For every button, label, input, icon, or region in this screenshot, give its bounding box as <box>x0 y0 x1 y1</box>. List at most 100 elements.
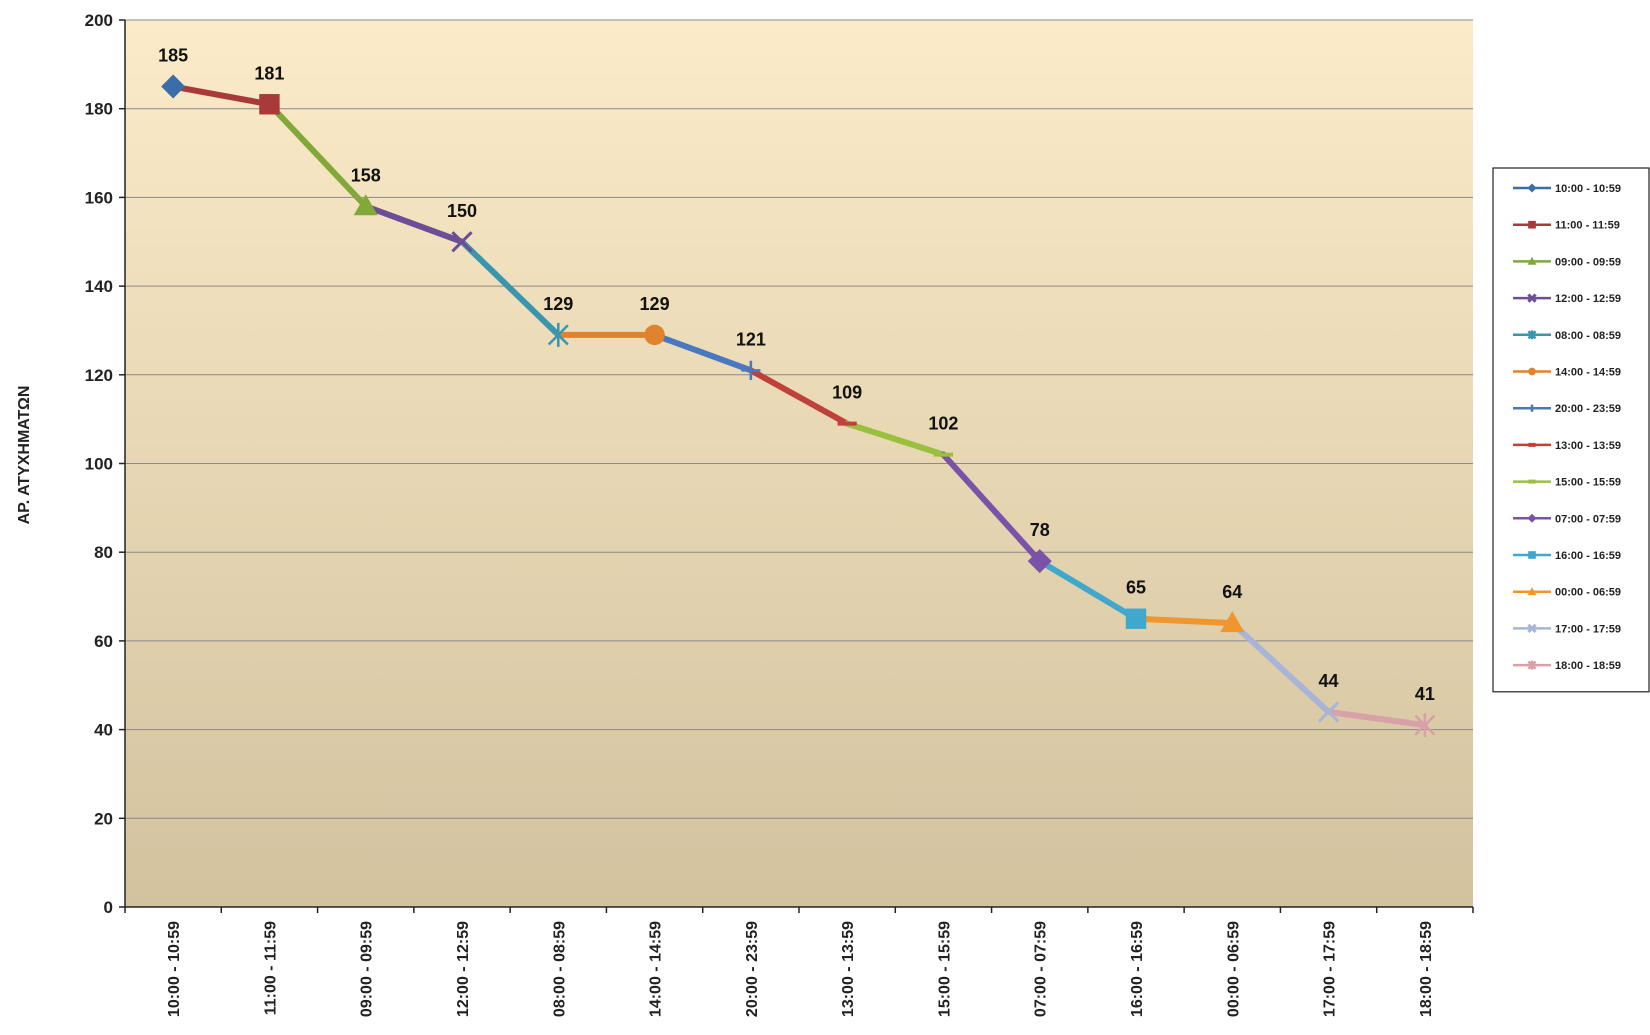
legend-item: 08:00 - 08:59 <box>1513 330 1621 342</box>
y-tick-labels: 0 20 40 60 80 100 120 140 160 180 200 <box>85 11 113 917</box>
data-point <box>353 194 378 216</box>
axes <box>119 19 1474 913</box>
legend-label: 00:00 - 06:59 <box>1555 587 1621 599</box>
line-segment <box>747 367 851 427</box>
data-label: 109 <box>832 383 862 403</box>
legend-item: 09:00 - 09:59 <box>1513 256 1621 268</box>
data-label: 129 <box>640 294 670 314</box>
legend-item: 12:00 - 12:59 <box>1513 293 1621 305</box>
line-segment <box>1036 558 1139 622</box>
x-tick-label: 10:00 - 10:59 <box>166 921 183 1017</box>
y-tick-label: 100 <box>85 455 113 474</box>
data-label: 121 <box>736 329 766 349</box>
data-label: 44 <box>1319 671 1339 691</box>
x-tick-label: 18:00 - 18:59 <box>1418 921 1435 1017</box>
x-tick-label: 20:00 - 23:59 <box>744 921 761 1017</box>
legend-label: 12:00 - 12:59 <box>1555 293 1621 305</box>
y-tick-label: 60 <box>94 632 113 651</box>
legend-item: 20:00 - 23:59 <box>1513 403 1621 415</box>
data-point <box>161 74 186 99</box>
data-point <box>1414 713 1436 738</box>
x-tick-label: 13:00 - 13:59 <box>840 921 857 1017</box>
legend-item: 00:00 - 06:59 <box>1513 587 1621 599</box>
legend-label: 08:00 - 08:59 <box>1555 330 1621 342</box>
data-point <box>451 231 473 253</box>
data-point <box>259 94 280 115</box>
y-tick-label: 180 <box>85 100 113 119</box>
data-label: 129 <box>543 294 573 314</box>
data-label: 181 <box>254 63 284 83</box>
data-label: 64 <box>1222 582 1242 602</box>
series-markers <box>161 74 1436 738</box>
line-segment <box>1133 615 1236 627</box>
y-tick-label: 20 <box>94 809 113 828</box>
legend-label: 13:00 - 13:59 <box>1555 440 1621 452</box>
y-axis-title: ΑΡ. ΑΤΥΧΗΜΑΤΩΝ <box>16 386 33 525</box>
legend-swatch-marker <box>1528 220 1536 229</box>
line-segment <box>459 238 562 338</box>
legend-item: 16:00 - 16:59 <box>1513 550 1621 562</box>
legend-swatch-marker <box>1527 623 1537 634</box>
y-tick-label: 200 <box>85 11 113 30</box>
legend-item: 18:00 - 18:59 <box>1513 660 1621 672</box>
data-point <box>1125 608 1147 629</box>
x-tick-label: 14:00 - 14:59 <box>648 921 665 1017</box>
y-tick-label: 40 <box>94 721 113 740</box>
y-tick-label: 120 <box>85 366 113 385</box>
data-label: 78 <box>1030 520 1050 540</box>
legend-label: 14:00 - 14:59 <box>1555 367 1621 379</box>
legend-label: 20:00 - 23:59 <box>1555 403 1621 415</box>
legend-swatch-marker <box>1527 183 1537 193</box>
legend-item: 13:00 - 13:59 <box>1513 440 1621 452</box>
y-tick-label: 80 <box>94 543 113 562</box>
y-tick-label: 140 <box>85 277 113 296</box>
line-segment <box>170 83 273 108</box>
line-segment <box>940 451 1043 565</box>
data-labels: 185 181 158 150 129 129 121 109 102 78 65 64 44 41 <box>158 46 1435 705</box>
x-tick-label: 09:00 - 09:59 <box>359 921 376 1017</box>
legend-item: 11:00 - 11:59 <box>1513 220 1620 232</box>
legend-swatch-marker <box>1528 551 1536 559</box>
data-label: 185 <box>158 46 188 66</box>
legend-label: 17:00 - 17:59 <box>1555 623 1621 635</box>
legend-swatch-marker <box>1528 404 1536 412</box>
legend-label: 16:00 - 16:59 <box>1555 550 1621 562</box>
legend-label: 11:00 - 11:59 <box>1555 220 1620 232</box>
legend-swatch-marker <box>1527 256 1537 265</box>
line-segment <box>651 331 754 374</box>
x-tick-label: 11:00 - 11:59 <box>262 921 279 1015</box>
line-segment <box>362 203 465 245</box>
x-tick-label: 17:00 - 17:59 <box>1322 921 1339 1017</box>
series-lines <box>170 83 1428 729</box>
y-tick-label: 160 <box>85 188 113 207</box>
y-tick-label: 0 <box>104 898 113 917</box>
legend-label: 10:00 - 10:59 <box>1555 183 1621 195</box>
legend-swatch-marker <box>1527 587 1537 596</box>
legend-label: 07:00 - 07:59 <box>1555 513 1621 525</box>
data-point <box>741 360 761 380</box>
legend-item: 14:00 - 14:59 <box>1513 367 1621 379</box>
data-label: 65 <box>1126 578 1146 598</box>
data-point <box>1027 549 1052 574</box>
data-label: 158 <box>351 165 381 185</box>
data-label: 41 <box>1415 684 1435 704</box>
data-point <box>1317 701 1340 723</box>
data-point <box>547 322 569 347</box>
legend-item: 07:00 - 07:59 <box>1513 513 1621 525</box>
legend-item: 10:00 - 10:59 <box>1513 183 1621 195</box>
x-tick-label: 12:00 - 12:59 <box>455 921 472 1017</box>
legend: 10:00 - 10:59 11:00 - 11:59 09:00 - 09:59 1… <box>1492 167 1650 693</box>
legend-swatch-marker <box>1527 330 1537 340</box>
x-tick-labels: 10:00 - 10:59 11:00 - 11:59 09:00 - 09:59 1… <box>166 921 1435 1017</box>
x-tick-label: 16:00 - 16:59 <box>1129 921 1146 1017</box>
line-segment <box>266 101 369 210</box>
data-label: 102 <box>928 414 958 434</box>
line-segment <box>1229 620 1332 715</box>
x-tick-label: 15:00 - 15:59 <box>936 921 953 1017</box>
legend-swatch-marker <box>1528 367 1536 376</box>
legend-item: 17:00 - 17:59 <box>1513 623 1621 635</box>
data-label: 150 <box>447 201 477 221</box>
legend-swatch-marker <box>1527 293 1537 303</box>
